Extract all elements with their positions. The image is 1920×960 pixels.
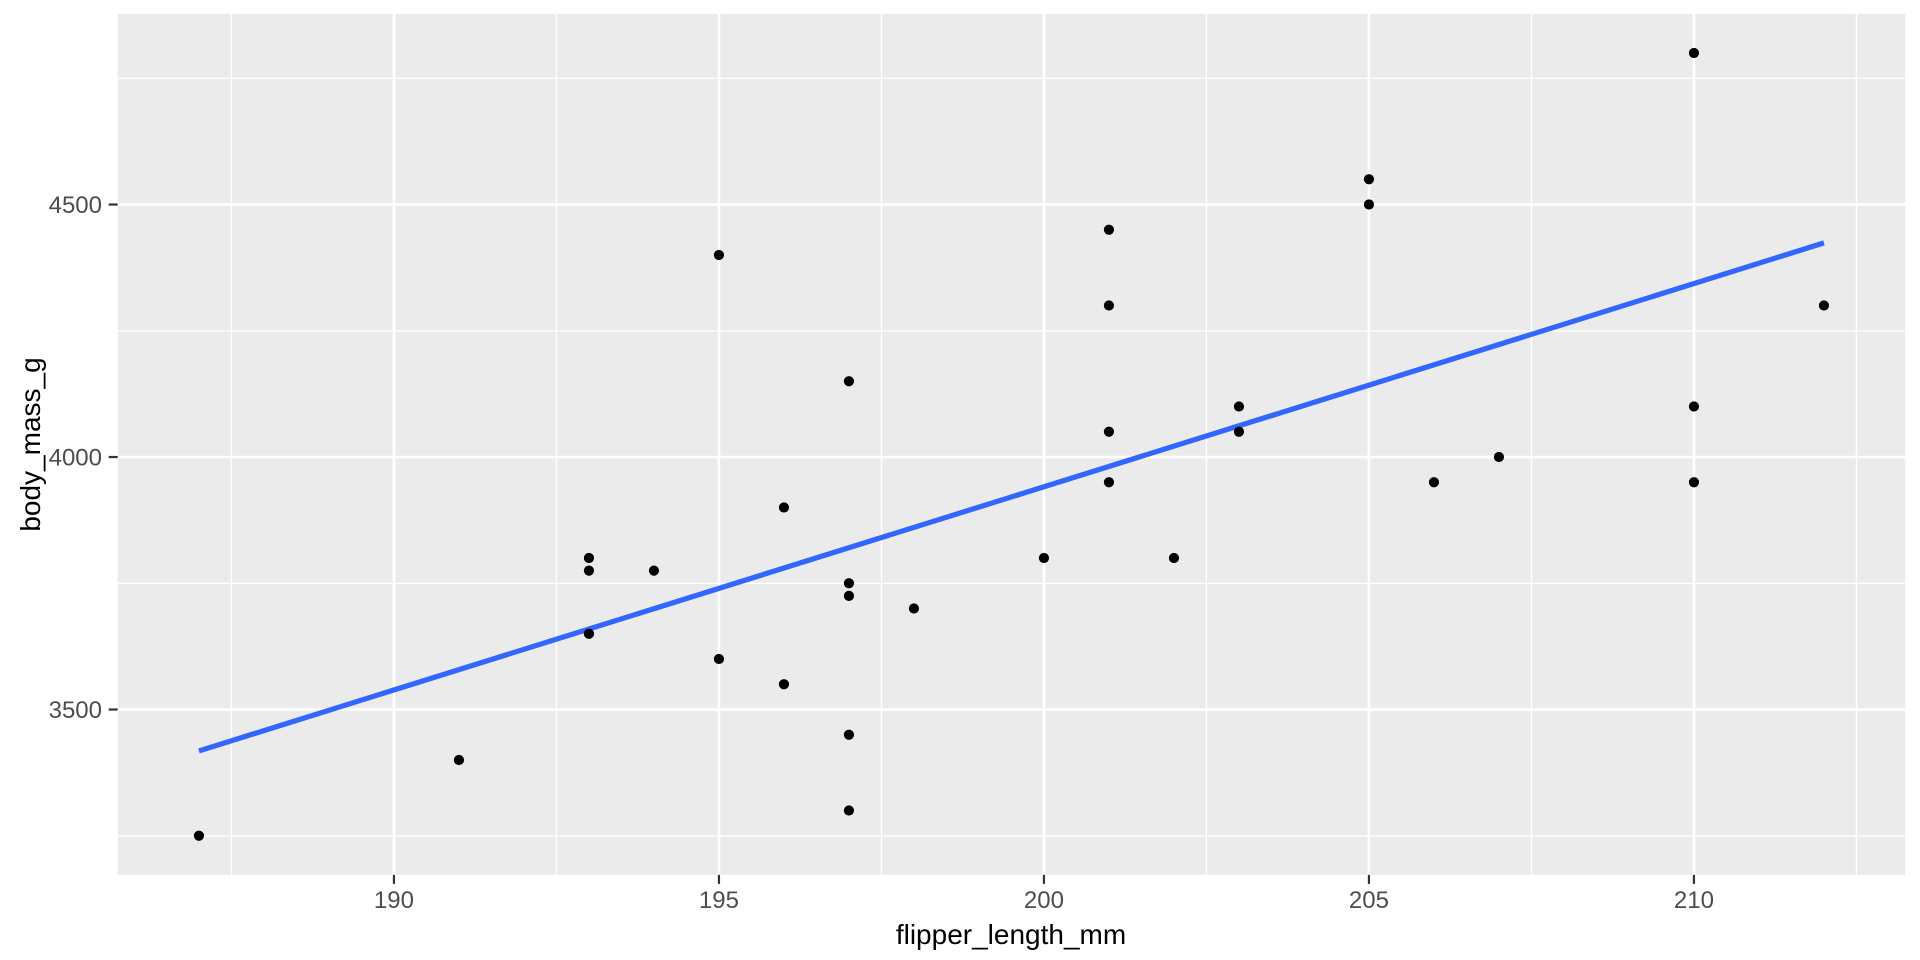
data-point [193, 830, 205, 841]
data-point [778, 679, 790, 690]
data-point [1688, 401, 1700, 412]
data-point [843, 376, 855, 387]
regression-line-group [198, 240, 1825, 754]
data-point [1103, 224, 1115, 235]
data-point [1233, 401, 1245, 412]
y-tick-label: 3500 [49, 697, 102, 724]
data-point [1038, 552, 1050, 564]
data-point [843, 729, 855, 740]
data-point [583, 565, 595, 576]
data-point [1103, 477, 1115, 488]
data-point [1428, 477, 1440, 488]
major-gridlines [117, 13, 1906, 875]
data-point [713, 653, 725, 665]
data-point [1103, 300, 1115, 311]
x-tick-label: 190 [374, 887, 414, 914]
data-point [908, 603, 920, 614]
x-axis-tick-labels: 190 195 200 205 210 [374, 887, 1714, 914]
x-tick-label: 200 [1024, 887, 1064, 914]
x-tick-label: 195 [699, 887, 739, 914]
x-tick-label: 205 [1349, 887, 1389, 914]
regression-line [198, 240, 1825, 754]
data-point [1818, 300, 1830, 311]
x-tick-label: 210 [1674, 887, 1714, 914]
y-tick-label: 4000 [49, 445, 102, 472]
data-point [1363, 199, 1375, 210]
data-point [1233, 426, 1245, 437]
data-point [1363, 174, 1375, 185]
y-axis-title: body_mass_g [15, 357, 46, 531]
data-point [843, 578, 855, 589]
data-point [648, 565, 660, 576]
x-axis-title: flipper_length_mm [896, 919, 1126, 950]
y-axis-tick-labels: 3500 4000 4500 [49, 192, 102, 724]
data-point [583, 628, 595, 639]
data-point [1688, 47, 1700, 59]
plot-panel-background [117, 13, 1906, 875]
data-point [1688, 477, 1700, 488]
axis-tick-marks [108, 203, 1696, 884]
data-point [1168, 552, 1180, 564]
data-point [843, 805, 855, 816]
data-point [843, 590, 855, 601]
data-point [778, 502, 790, 513]
data-point [713, 249, 725, 261]
data-point [1493, 451, 1505, 463]
data-points-group [193, 47, 1830, 841]
data-point [1103, 426, 1115, 437]
data-point [583, 552, 595, 564]
y-tick-label: 4500 [49, 192, 102, 219]
minor-gridlines [117, 13, 1906, 875]
data-point [453, 754, 465, 766]
